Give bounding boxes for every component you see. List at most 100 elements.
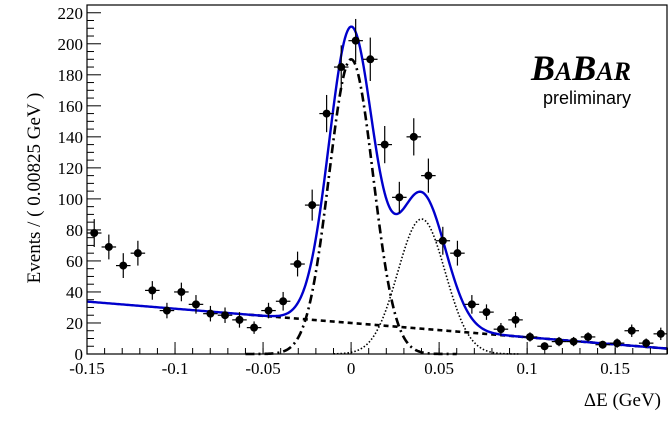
x-tick-label: -0.1 — [162, 359, 189, 378]
data-marker — [496, 325, 505, 334]
data-point — [101, 234, 117, 260]
data-marker — [308, 201, 317, 210]
data-marker — [351, 36, 360, 45]
data-marker — [395, 193, 404, 202]
data-point — [174, 282, 189, 302]
data-marker — [627, 326, 636, 335]
data-point — [217, 307, 233, 323]
data-marker — [453, 249, 462, 258]
data-point — [508, 312, 523, 328]
data-point — [493, 322, 509, 336]
x-tick-label: 0.15 — [600, 359, 630, 378]
y-tick-label: 200 — [58, 35, 84, 54]
data-marker — [525, 332, 534, 341]
data-point — [87, 219, 102, 247]
data-marker — [584, 332, 593, 341]
data-point — [246, 321, 262, 334]
data-point — [595, 340, 610, 349]
data-point — [348, 18, 363, 63]
data-point — [116, 253, 131, 278]
data-marker — [555, 337, 564, 346]
data-marker — [104, 242, 113, 251]
y-tick-label: 180 — [58, 66, 84, 85]
data-point — [479, 304, 494, 320]
data-marker — [511, 315, 520, 324]
axis-ticks — [86, 4, 668, 355]
data-point — [363, 37, 378, 82]
signal-peak-1-curve — [245, 57, 457, 356]
data-marker — [221, 311, 230, 320]
tick-labels: -0.15 -0.1 -0.05 0 0.05 0.1 0.15 0 20 40 60 80 100 12… — [58, 4, 631, 378]
data-point — [464, 295, 480, 314]
background-curve — [248, 313, 668, 350]
signal-peak-2-curve — [333, 218, 519, 355]
data-marker — [322, 109, 331, 118]
x-axis-title: ΔE (GeV) — [584, 390, 661, 411]
data-marker — [279, 297, 288, 306]
data-marker — [133, 249, 142, 258]
data-point — [435, 226, 451, 255]
data-point — [188, 295, 204, 314]
data-marker — [482, 308, 491, 317]
data-marker — [366, 55, 375, 64]
data-point — [275, 291, 291, 311]
y-tick-label: 0 — [75, 345, 84, 364]
y-tick-label: 160 — [58, 97, 84, 116]
x-tick-label: 0.1 — [517, 359, 538, 378]
preliminary-label: preliminary — [543, 88, 631, 108]
y-tick-label: 20 — [66, 314, 83, 333]
data-point — [522, 332, 538, 342]
data-point — [638, 338, 654, 348]
data-marker — [380, 140, 389, 149]
data-point — [261, 302, 276, 319]
y-tick-label: 100 — [58, 190, 84, 209]
data-marker — [656, 329, 665, 338]
data-point — [304, 189, 320, 221]
data-point — [609, 338, 625, 348]
data-point — [377, 125, 392, 164]
data-point — [406, 118, 422, 156]
plot-frame — [86, 4, 668, 355]
data-marker — [642, 339, 651, 348]
y-axis-title: Events / ( 0.00825 GeV ) — [24, 93, 45, 284]
data-point — [145, 281, 160, 300]
data-point — [392, 181, 407, 213]
data-point — [203, 305, 218, 322]
data-marker — [424, 171, 433, 180]
data-point — [624, 324, 639, 337]
babar-logo: BABAR — [530, 48, 631, 88]
data-point — [450, 240, 465, 266]
data-point — [551, 336, 567, 347]
data-point — [232, 312, 247, 328]
data-marker — [337, 63, 346, 72]
data-marker — [293, 260, 302, 269]
data-point — [653, 327, 667, 341]
data-point — [159, 302, 175, 319]
y-tick-label: 120 — [58, 159, 84, 178]
y-tick-label: 80 — [66, 221, 83, 240]
data-marker — [206, 309, 215, 318]
data-marker — [264, 306, 273, 315]
data-marker — [613, 339, 622, 348]
y-tick-label: 140 — [58, 128, 84, 147]
x-tick-label: 0 — [347, 359, 356, 378]
data-marker — [162, 306, 171, 315]
data-point — [566, 336, 581, 347]
data-point — [421, 158, 436, 193]
data-marker — [119, 261, 128, 270]
data-marker — [409, 132, 418, 141]
data-marker — [148, 286, 157, 295]
data-marker — [250, 323, 259, 332]
x-tick-label: 0.05 — [424, 359, 454, 378]
data-marker — [177, 287, 186, 296]
data-marker — [540, 342, 549, 351]
x-tick-label: -0.05 — [245, 359, 280, 378]
data-point — [333, 45, 349, 89]
data-marker — [569, 337, 578, 346]
data-marker — [191, 300, 200, 309]
data-marker — [598, 340, 607, 349]
data-point — [130, 240, 146, 266]
data-point — [319, 94, 334, 133]
data-marker — [467, 300, 476, 309]
